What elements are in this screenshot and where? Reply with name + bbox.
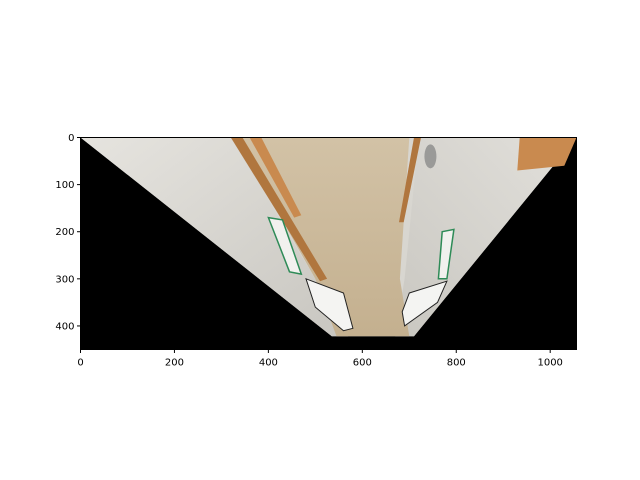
x-tick-label: 600 [353,358,372,369]
y-tick-label: 100 [55,180,74,191]
x-tick-label: 400 [259,358,278,369]
image-plot-area [81,138,577,350]
x-tick-label: 0 [77,358,83,369]
x-tick-label: 200 [165,358,184,369]
ceiling-lamp [424,144,436,168]
y-tick-label: 400 [55,321,74,332]
x-axis: 0 200 400 600 800 1000 [77,350,563,369]
y-tick-label: 200 [55,227,74,238]
x-tick-label: 1000 [537,358,562,369]
y-axis: 0 100 200 300 400 [55,133,80,332]
y-tick-label: 0 [68,133,74,144]
y-tick-label: 300 [55,274,74,285]
x-tick-label: 800 [447,358,466,369]
